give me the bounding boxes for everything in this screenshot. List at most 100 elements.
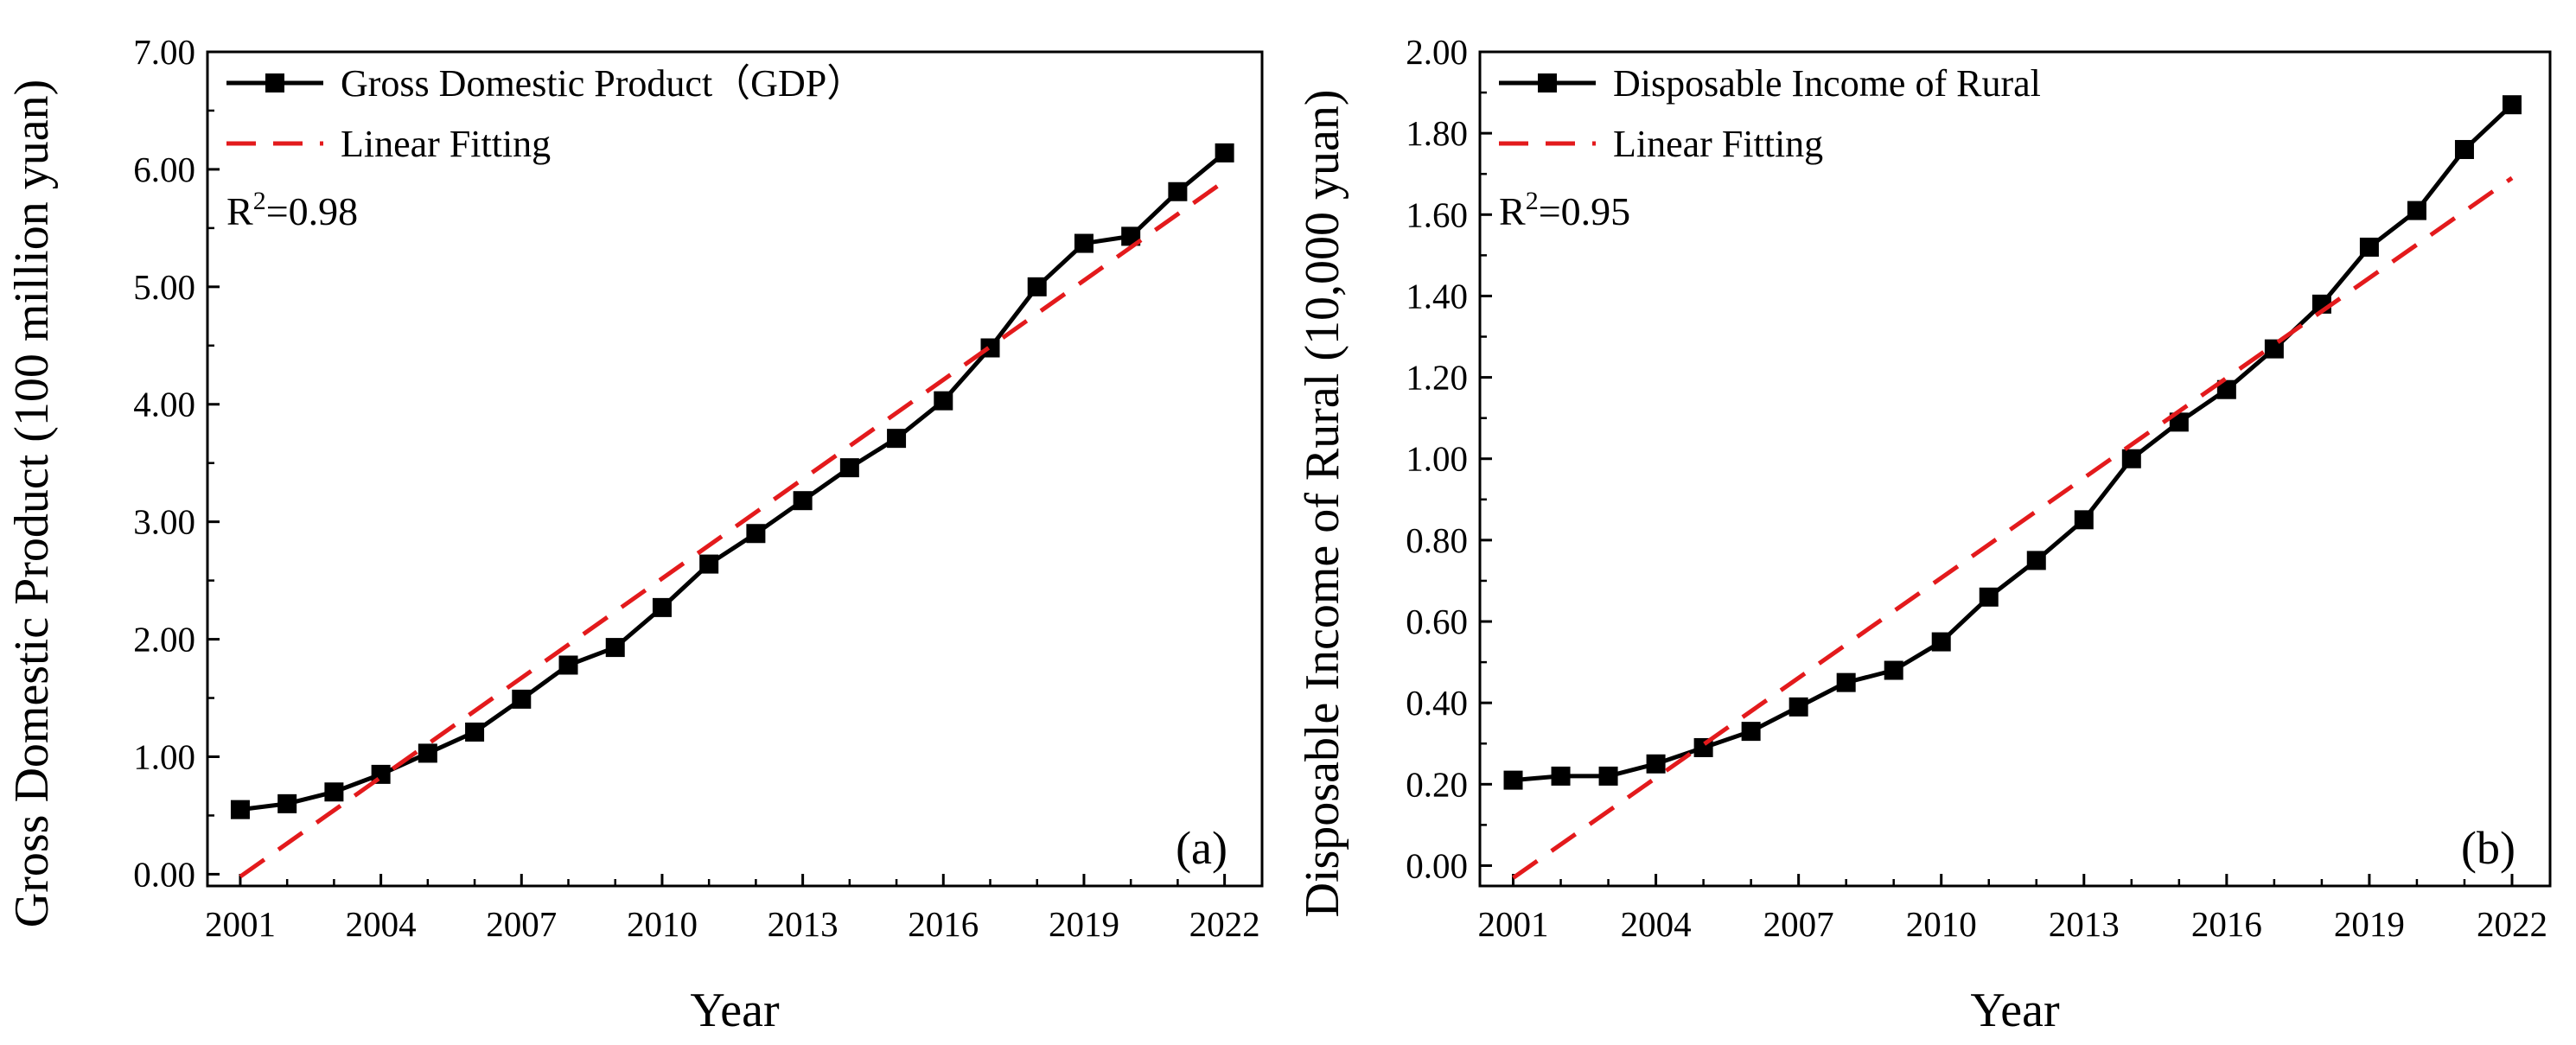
x-tick-label: 2016 (908, 904, 979, 944)
data-point-2011 (1979, 587, 1999, 607)
series-line (239, 150, 1227, 812)
y-tick-label: 1.00 (133, 736, 195, 776)
x-tick-label: 2022 (1189, 904, 1260, 944)
plot-frame (1478, 50, 2552, 888)
y-tick-label: 0.80 (1406, 520, 1468, 560)
y-tick-label: 4.00 (133, 385, 195, 424)
panel-label: (b) (2461, 822, 2515, 874)
data-point-2010 (1931, 632, 1951, 652)
y-tick-label: 1.00 (1406, 439, 1468, 479)
linear-fit-line (1512, 175, 2514, 880)
x-tick-label: 2007 (486, 904, 557, 944)
y-tick-label: 0.60 (1406, 602, 1468, 641)
x-tick-label: 2016 (2191, 904, 2262, 944)
y-tick-label: 1.20 (1406, 358, 1468, 398)
data-point-2001 (1503, 770, 1523, 790)
data-point-2004 (1646, 754, 1666, 774)
x-tick-label: 2004 (1621, 904, 1692, 944)
y-tick-label: 2.00 (133, 620, 195, 659)
x-tick-label: 2010 (627, 904, 698, 944)
x-tick-label: 2019 (2334, 904, 2405, 944)
data-point-2017 (980, 338, 1000, 358)
legend-entry-label: Linear Fitting (341, 123, 551, 165)
x-tick-label: 2013 (2049, 904, 2120, 944)
y-tick-label: 1.40 (1406, 276, 1468, 315)
y-tick-label: 7.00 (133, 32, 195, 72)
data-point-2020 (2407, 201, 2426, 220)
linear-fit-line (239, 179, 1227, 879)
data-point-2016 (934, 391, 953, 411)
data-point-2015 (887, 429, 907, 449)
y-tick-label: 0.00 (1406, 845, 1468, 885)
data-point-2002 (277, 793, 297, 813)
x-tick-label: 2001 (205, 904, 276, 944)
chart-panel-a: 0.00 1.00 2.00 3.00 4.00 5.00 6.00 7.00 2001 2004… (5, 32, 1264, 1037)
data-point-2005 (418, 743, 437, 763)
legend: Disposable Income of Rural Linear Fitting (1499, 62, 2041, 165)
panel-label: (a) (1176, 822, 1227, 874)
x-tick-label: 2019 (1049, 904, 1119, 944)
y-axis-title: Gross Domestic Product (100 million yuan… (5, 80, 59, 927)
chart-panel-b: 0.00 0.20 0.40 0.60 0.80 1.00 1.20 1.40 1.60 1.80… (1296, 32, 2552, 1037)
data-point-2003 (324, 782, 344, 802)
data-point-2022 (2502, 95, 2522, 115)
data-point-2020 (1121, 226, 1141, 246)
data-point-2021 (1168, 182, 1188, 201)
data-point-2015 (2169, 412, 2189, 432)
data-point-2012 (2026, 551, 2046, 570)
y-tick-label: 0.20 (1406, 764, 1468, 804)
data-point-2003 (1598, 766, 1618, 786)
data-point-2014 (2121, 449, 2141, 468)
y-tick-label: 1.60 (1406, 194, 1468, 234)
legend: Gross Domestic Product（GDP） Linear Fittin… (226, 62, 864, 165)
data-point-2012 (746, 524, 766, 544)
data-point-2007 (1789, 697, 1808, 717)
y-tick-label: 2.00 (1406, 32, 1468, 72)
legend-entry-label: Gross Domestic Product（GDP） (341, 62, 864, 105)
data-point-2013 (793, 491, 813, 511)
plot-frame (206, 50, 1264, 888)
data-point-2008 (558, 655, 578, 675)
data-point-2022 (1215, 143, 1234, 162)
data-point-2009 (1884, 660, 1903, 680)
data-point-2010 (652, 597, 672, 617)
r-squared-annotation: R2=0.98 (226, 187, 358, 233)
y-tick-label: 3.00 (133, 502, 195, 542)
data-point-2007 (512, 689, 532, 709)
x-axis-title: Year (1970, 984, 2060, 1037)
series-line (1513, 103, 2514, 783)
x-tick-label: 2022 (2477, 904, 2547, 944)
x-tick-label: 2004 (346, 904, 417, 944)
data-point-2014 (839, 458, 859, 478)
legend-swatch-marker (265, 73, 284, 92)
legend-entry-label: Linear Fitting (1613, 123, 1823, 165)
r-squared-annotation: R2=0.95 (1499, 187, 1630, 233)
data-point-2021 (2454, 139, 2474, 159)
y-axis-title: Disposable Income of Rural (10,000 yuan) (1296, 90, 1349, 918)
y-tick-label: 0.00 (133, 854, 195, 894)
x-axis-title: Year (690, 984, 780, 1037)
data-point-2017 (2264, 339, 2284, 359)
y-tick-label: 0.40 (1406, 683, 1468, 723)
data-point-2019 (2359, 237, 2379, 257)
y-tick-label: 5.00 (133, 267, 195, 307)
x-tick-label: 2013 (768, 904, 838, 944)
data-point-2019 (1074, 233, 1094, 253)
data-point-2013 (2074, 510, 2094, 530)
legend-swatch-marker (1538, 73, 1557, 92)
x-tick-label: 2001 (1478, 904, 1549, 944)
data-point-2008 (1836, 672, 1856, 692)
x-tick-label: 2007 (1763, 904, 1834, 944)
data-point-2002 (1551, 766, 1571, 786)
data-point-2018 (1027, 277, 1047, 296)
data-point-2011 (699, 554, 719, 574)
x-tick-label: 2010 (1906, 904, 1977, 944)
data-point-2006 (1741, 722, 1761, 742)
data-point-2001 (230, 800, 250, 819)
legend-entry-label: Disposable Income of Rural (1613, 62, 2041, 105)
data-point-2006 (465, 722, 485, 742)
data-point-2016 (2216, 379, 2236, 399)
y-tick-label: 6.00 (133, 150, 195, 189)
